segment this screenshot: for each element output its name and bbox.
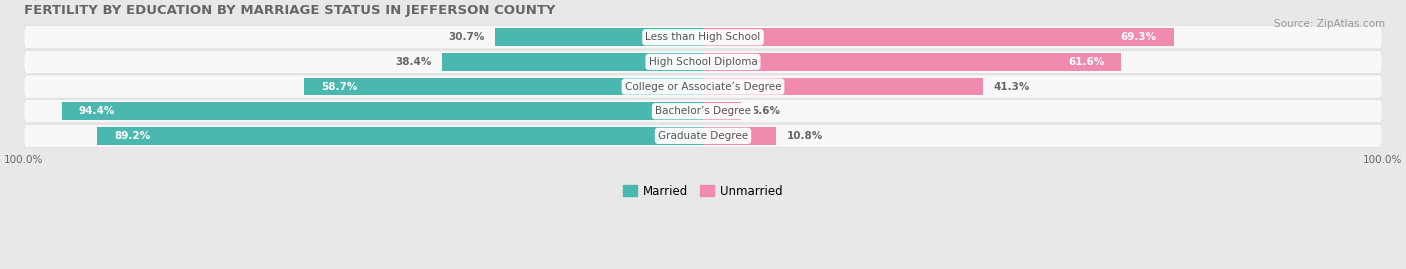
Text: 41.3%: 41.3% [994,82,1031,91]
Text: 94.4%: 94.4% [79,106,115,116]
Text: 5.6%: 5.6% [751,106,780,116]
Bar [703,78,983,95]
FancyBboxPatch shape [24,124,1382,147]
Bar [62,102,703,120]
Text: Less than High School: Less than High School [645,32,761,42]
FancyBboxPatch shape [24,100,1382,123]
Text: 89.2%: 89.2% [114,131,150,141]
Text: High School Diploma: High School Diploma [648,57,758,67]
Text: 69.3%: 69.3% [1121,32,1157,42]
Text: 10.8%: 10.8% [786,131,823,141]
Bar [703,29,1174,46]
Text: College or Associate’s Degree: College or Associate’s Degree [624,82,782,91]
Bar [703,53,1122,71]
Text: Source: ZipAtlas.com: Source: ZipAtlas.com [1274,19,1385,29]
Text: 61.6%: 61.6% [1069,57,1104,67]
Bar [443,53,703,71]
Bar [703,127,776,145]
Text: Graduate Degree: Graduate Degree [658,131,748,141]
FancyBboxPatch shape [24,26,1382,49]
Text: FERTILITY BY EDUCATION BY MARRIAGE STATUS IN JEFFERSON COUNTY: FERTILITY BY EDUCATION BY MARRIAGE STATU… [24,4,555,17]
Legend: Married, Unmarried: Married, Unmarried [619,180,787,202]
Text: 30.7%: 30.7% [449,32,484,42]
FancyBboxPatch shape [24,50,1382,73]
Bar [495,29,703,46]
FancyBboxPatch shape [24,75,1382,98]
Text: 38.4%: 38.4% [395,57,432,67]
Bar [97,127,703,145]
Text: Bachelor’s Degree: Bachelor’s Degree [655,106,751,116]
Bar [703,102,741,120]
Text: 58.7%: 58.7% [322,82,357,91]
Bar [304,78,703,95]
